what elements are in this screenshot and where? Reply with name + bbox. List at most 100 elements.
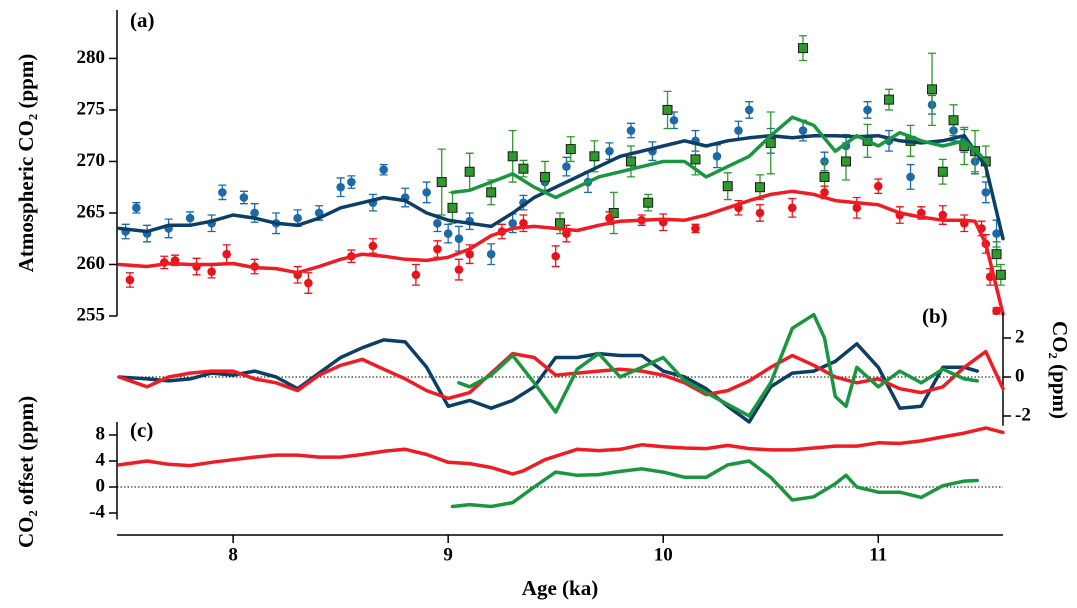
point bbox=[820, 188, 829, 197]
point bbox=[486, 187, 497, 198]
point bbox=[551, 251, 560, 261]
point bbox=[539, 171, 550, 182]
y-axis-label: CO₂ offset (ppm) bbox=[14, 396, 38, 548]
point bbox=[787, 203, 797, 213]
point bbox=[518, 163, 529, 174]
y-tick-label: 280 bbox=[77, 47, 106, 68]
y-tick-label: -2 bbox=[1015, 404, 1031, 425]
series-line bbox=[117, 426, 1005, 476]
y-tick-label: 275 bbox=[77, 98, 106, 119]
point bbox=[662, 104, 673, 115]
point bbox=[938, 210, 948, 220]
y-tick-label: 265 bbox=[77, 201, 106, 222]
panel-label: (c) bbox=[130, 418, 153, 442]
series-line bbox=[117, 349, 1005, 401]
point bbox=[927, 84, 938, 95]
point bbox=[948, 115, 959, 126]
point bbox=[304, 278, 313, 288]
point bbox=[207, 267, 216, 276]
point bbox=[454, 234, 464, 244]
point bbox=[565, 144, 576, 155]
point bbox=[992, 306, 1001, 316]
point bbox=[625, 156, 636, 167]
point bbox=[995, 269, 1006, 280]
x-tick-label: 9 bbox=[443, 544, 453, 565]
point bbox=[691, 224, 700, 233]
point bbox=[185, 213, 195, 223]
series-line bbox=[457, 312, 979, 418]
point bbox=[347, 177, 356, 187]
point bbox=[754, 182, 765, 193]
point bbox=[755, 208, 765, 218]
point bbox=[884, 94, 895, 105]
y-axis-label: CO₂ (ppm) bbox=[1048, 321, 1072, 419]
point bbox=[379, 165, 388, 174]
point bbox=[589, 151, 600, 162]
point bbox=[433, 218, 442, 228]
point bbox=[222, 249, 231, 259]
point bbox=[293, 213, 302, 223]
x-tick-label: 10 bbox=[654, 544, 673, 565]
y-tick-label: 4 bbox=[96, 449, 106, 470]
y-tick-label: 270 bbox=[77, 150, 106, 171]
series-line bbox=[450, 459, 979, 509]
point bbox=[132, 203, 141, 213]
point bbox=[411, 270, 421, 280]
point bbox=[852, 203, 862, 213]
panel-label: (b) bbox=[922, 304, 948, 328]
point bbox=[991, 249, 1002, 260]
point bbox=[981, 188, 991, 197]
point bbox=[798, 126, 808, 135]
point bbox=[937, 166, 948, 177]
point bbox=[464, 166, 475, 177]
point bbox=[486, 249, 496, 259]
point bbox=[626, 126, 636, 135]
point bbox=[218, 188, 227, 197]
point bbox=[605, 146, 614, 156]
point bbox=[250, 208, 259, 218]
point bbox=[336, 182, 345, 192]
series-line bbox=[117, 189, 1005, 316]
point bbox=[125, 275, 135, 285]
y-tick-label: 8 bbox=[96, 423, 106, 444]
point bbox=[454, 265, 464, 274]
y-tick-label: 255 bbox=[77, 304, 106, 325]
y-tick-label: 260 bbox=[77, 253, 106, 274]
point bbox=[712, 152, 722, 161]
point bbox=[519, 218, 528, 228]
point bbox=[465, 249, 474, 259]
point bbox=[443, 229, 453, 238]
point bbox=[722, 181, 733, 192]
point bbox=[906, 172, 915, 182]
point bbox=[433, 244, 442, 254]
y-axis-label: Atmospheric CO₂ (ppm) bbox=[14, 54, 38, 273]
point bbox=[436, 177, 447, 188]
point bbox=[819, 171, 830, 182]
point bbox=[798, 43, 809, 54]
point bbox=[744, 105, 754, 115]
y-tick-label: 2 bbox=[1015, 326, 1025, 347]
series-line bbox=[117, 338, 979, 424]
y-tick-label: -4 bbox=[89, 501, 105, 522]
panel-label: (a) bbox=[130, 8, 155, 32]
series-line bbox=[450, 115, 984, 200]
x-tick-label: 8 bbox=[228, 544, 238, 565]
point bbox=[863, 105, 872, 115]
point bbox=[447, 202, 458, 213]
point bbox=[555, 218, 565, 229]
point bbox=[562, 229, 571, 238]
y-tick-label: 0 bbox=[96, 475, 106, 496]
point bbox=[239, 193, 249, 202]
point bbox=[669, 115, 679, 125]
point bbox=[605, 213, 614, 223]
point bbox=[643, 197, 654, 208]
point bbox=[368, 241, 378, 251]
x-tick-label: 11 bbox=[869, 544, 887, 565]
point bbox=[507, 151, 518, 162]
point bbox=[422, 188, 431, 197]
point bbox=[873, 181, 883, 191]
point bbox=[765, 137, 776, 148]
x-axis-label: Age (ka) bbox=[522, 576, 598, 600]
